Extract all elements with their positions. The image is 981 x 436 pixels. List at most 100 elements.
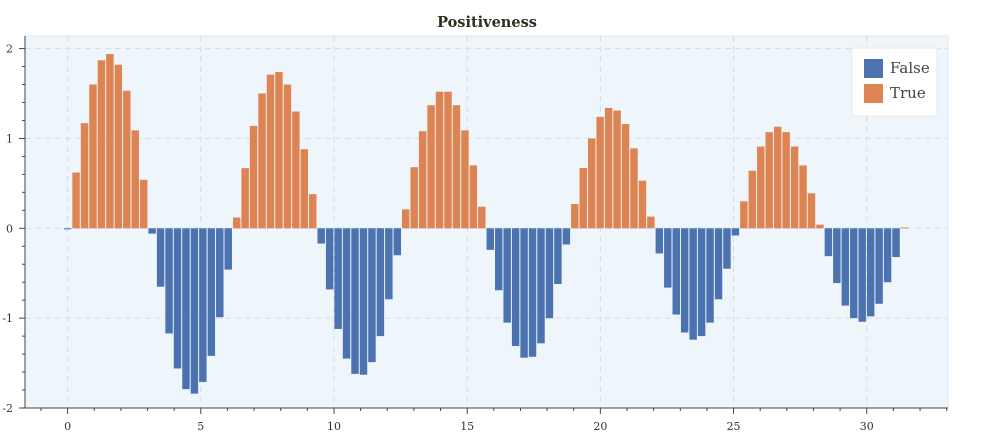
true-bar [139,179,148,229]
true-bar [418,131,427,229]
false-bar [866,228,875,317]
false-bar [833,228,841,284]
false-bar [664,228,672,288]
true-bar [621,124,630,229]
false-bar [190,228,199,394]
axes: 0 5 10 15 20 25 30 -2 -1 0 1 2 [2,36,948,433]
false-bar [317,228,325,244]
true-bar [106,53,114,229]
true-bar [232,217,241,229]
true-bar [300,149,309,229]
false-bar [528,228,537,357]
false-bar [376,228,385,337]
false-bar [325,228,334,290]
false-bar [689,228,697,340]
legend-label-false: False [890,59,930,77]
false-bar [706,228,714,323]
true-bar [435,91,444,229]
true-bar [765,132,773,229]
false-bar [545,228,554,319]
false-bar [714,228,723,300]
true-bar [782,132,790,229]
true-bar [807,193,816,229]
false-bar [495,228,503,291]
false-bar [385,228,393,300]
legend-swatch-true [864,84,883,103]
x-tick-label: 0 [64,420,71,433]
true-bar [131,130,139,229]
true-bar [604,107,613,229]
x-tick-label: 5 [197,420,204,433]
true-bar [757,146,765,229]
y-tick-label: 2 [6,43,13,56]
true-bar [587,138,596,229]
false-bar [731,228,740,236]
false-bar [883,228,892,283]
true-bar [292,111,300,229]
true-bar [241,168,249,229]
false-bar [224,228,232,270]
true-bar [309,194,317,229]
true-bar [579,168,587,229]
false-bar [697,228,706,337]
true-bar [283,84,292,229]
false-bar [368,228,376,363]
true-bar [80,123,89,229]
x-tick-label: 30 [860,420,874,433]
false-bar [182,228,190,390]
true-bar [123,90,131,229]
true-bar [249,125,258,229]
chart-title: Positiveness [437,14,537,31]
true-bar [402,209,410,229]
legend: False True [851,47,938,117]
false-bar [672,228,680,315]
false-bar [503,228,511,323]
false-bar [892,228,900,258]
y-tick-label: 0 [6,222,13,235]
grid-lines [25,36,948,409]
false-bar [351,228,359,374]
false-bar [199,228,207,382]
x-tick-label: 15 [460,420,474,433]
true-bar [596,116,604,229]
true-bar [900,227,909,229]
true-bar [740,201,748,229]
y-tick-label: -2 [2,402,13,415]
false-bar [850,228,858,319]
false-bar [723,228,731,269]
false-bar [562,228,571,245]
true-bar [72,172,80,229]
false-bar [216,228,224,318]
true-bar [647,216,655,229]
true-bar [97,60,106,229]
true-bar [410,167,418,229]
true-bar [748,170,757,229]
legend-swatch-false [864,59,883,78]
x-tick-label: 20 [593,420,607,433]
false-bar [824,228,833,257]
true-bar [469,165,478,229]
true-bar [773,126,782,229]
false-bar [334,228,342,329]
true-bar [790,146,799,229]
true-bar [461,130,469,229]
false-bar [148,228,156,234]
false-bar [520,228,528,358]
false-bar [342,228,351,359]
true-bar [275,71,283,229]
true-bar [452,105,461,229]
false-bar [173,228,182,369]
false-bar [63,228,72,230]
true-bar [427,105,435,229]
false-bar [537,228,545,344]
true-bar [799,165,807,229]
false-bar [875,228,883,304]
false-bar [207,228,216,356]
true-bar [266,74,275,229]
true-bar [258,93,266,229]
false-bar [165,228,173,334]
false-bar [393,228,402,256]
true-bar [444,91,452,229]
x-tick-label: 25 [727,420,741,433]
